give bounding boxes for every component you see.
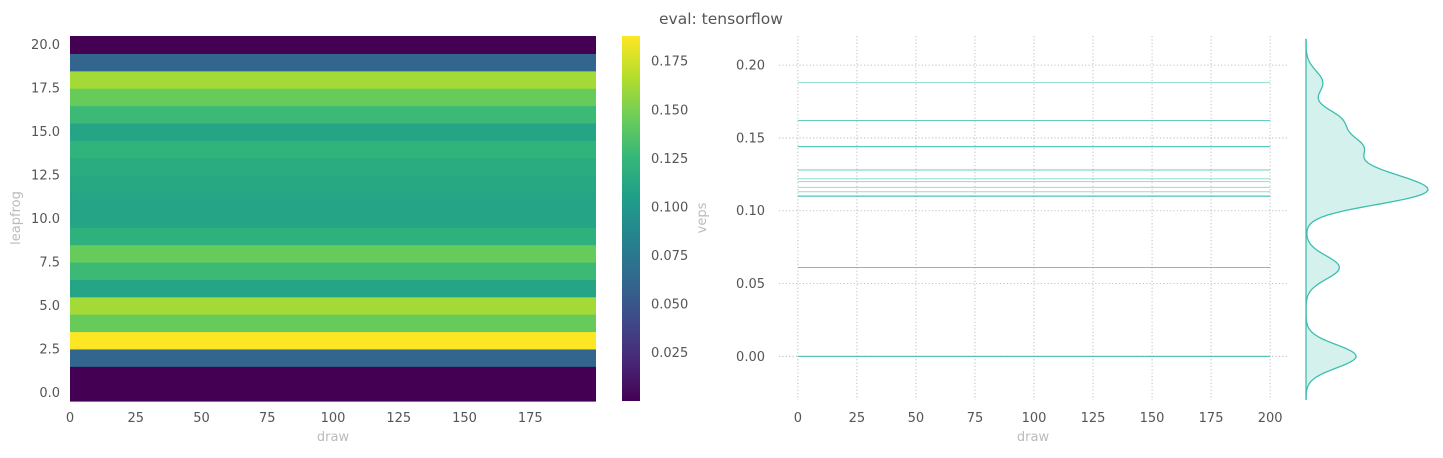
heatmap-x-tick-label: 75 bbox=[259, 411, 276, 426]
heatmap-panel: 0 25 50 75 100 125 150 175 0.0 2.5 5.0 7.5 10.0 12.5… bbox=[9, 36, 596, 445]
heatmap-y-tick-label: 2.5 bbox=[39, 342, 60, 357]
heatmap-row bbox=[70, 227, 596, 246]
colorbar-tick-label: 0.125 bbox=[651, 152, 688, 167]
heatmap-row bbox=[70, 70, 596, 89]
colorbar-tick-label: 0.050 bbox=[651, 297, 688, 312]
trace-x-tick-label: 75 bbox=[967, 411, 984, 426]
heatmap-row bbox=[70, 296, 596, 315]
heatmap-x-tick-label: 25 bbox=[127, 411, 144, 426]
heatmap-x-tick-label: 125 bbox=[386, 411, 411, 426]
trace-y-tick-label: 0.05 bbox=[736, 277, 765, 292]
colorbar: 0.025 0.050 0.075 0.100 0.125 0.150 0.175 veps bbox=[622, 36, 710, 401]
trace-y-tick-label: 0.20 bbox=[736, 59, 765, 74]
colorbar-tick-label: 0.175 bbox=[651, 55, 688, 70]
heatmap-y-tick-label: 5.0 bbox=[39, 299, 60, 314]
kde-curve bbox=[1305, 38, 1429, 401]
heatmap-row bbox=[70, 192, 596, 211]
heatmap-row bbox=[70, 209, 596, 228]
heatmap-row bbox=[70, 175, 596, 194]
trace-x-tick-label: 25 bbox=[849, 411, 866, 426]
heatmap-row bbox=[70, 366, 596, 385]
heatmap-x-tick-label: 50 bbox=[193, 411, 210, 426]
heatmap-y-tick-label: 20.0 bbox=[31, 38, 60, 53]
heatmap-x-tick-label: 0 bbox=[66, 411, 74, 426]
heatmap-row bbox=[70, 140, 596, 159]
trace-y-tick-label: 0.00 bbox=[736, 350, 765, 365]
trace-y-tick-label: 0.15 bbox=[736, 131, 765, 146]
heatmap-y-tick-label: 7.5 bbox=[39, 255, 60, 270]
heatmap-row bbox=[70, 314, 596, 333]
heatmap-row bbox=[70, 261, 596, 280]
heatmap-row bbox=[70, 36, 596, 54]
trace-lines bbox=[797, 82, 1271, 357]
heatmap-y-tick-label: 10.0 bbox=[31, 212, 60, 227]
figure-title: eval: tensorflow bbox=[659, 10, 783, 28]
heatmap-row bbox=[70, 105, 596, 124]
trace-x-ticks: 0 25 50 75 100 125 150 175 200 bbox=[794, 411, 1283, 426]
heatmap-x-axis-label: draw bbox=[317, 430, 350, 445]
kde-marginal bbox=[1305, 38, 1429, 401]
heatmap-row bbox=[70, 279, 596, 298]
colorbar-ticks: 0.025 0.050 0.075 0.100 0.125 0.150 0.175 bbox=[651, 55, 688, 361]
heatmap-y-axis-label: leapfrog bbox=[9, 191, 24, 245]
heatmap-row bbox=[70, 88, 596, 107]
heatmap-x-tick-label: 150 bbox=[452, 411, 477, 426]
heatmap-row bbox=[70, 53, 596, 72]
heatmap-row bbox=[70, 383, 596, 402]
trace-grid bbox=[779, 36, 1289, 400]
colorbar-tick-label: 0.075 bbox=[651, 249, 688, 264]
colorbar-tick-label: 0.150 bbox=[651, 103, 688, 118]
heatmap-y-tick-label: 15.0 bbox=[31, 125, 60, 140]
heatmap-x-ticks: 0 25 50 75 100 125 150 175 bbox=[66, 411, 543, 426]
colorbar-tick-label: 0.100 bbox=[651, 200, 688, 215]
heatmap-y-tick-label: 17.5 bbox=[31, 82, 60, 97]
trace-x-tick-label: 0 bbox=[794, 411, 802, 426]
heatmap-rows bbox=[70, 36, 596, 402]
colorbar-label: veps bbox=[695, 202, 710, 233]
trace-panel: 0 25 50 75 100 125 150 175 200 0.000.050.100.150… bbox=[736, 36, 1289, 445]
trace-x-tick-label: 125 bbox=[1081, 411, 1106, 426]
trace-x-tick-label: 100 bbox=[1022, 411, 1047, 426]
heatmap-row bbox=[70, 122, 596, 141]
trace-x-tick-label: 200 bbox=[1258, 411, 1283, 426]
colorbar-tick-label: 0.025 bbox=[651, 346, 688, 361]
trace-x-tick-label: 150 bbox=[1140, 411, 1165, 426]
heatmap-y-ticks: 0.0 2.5 5.0 7.5 10.0 12.5 15.0 17.5 20.0 bbox=[31, 38, 60, 401]
heatmap-row bbox=[70, 244, 596, 263]
trace-y-ticks: 0.00 0.05 0.10 0.15 0.20 bbox=[736, 59, 765, 365]
heatmap-y-tick-label: 12.5 bbox=[31, 169, 60, 184]
heatmap-x-tick-label: 100 bbox=[321, 411, 346, 426]
trace-x-tick-label: 50 bbox=[908, 411, 925, 426]
heatmap-row bbox=[70, 348, 596, 367]
heatmap-y-tick-label: 0.0 bbox=[39, 386, 60, 401]
trace-y-tick-label: 0.10 bbox=[736, 204, 765, 219]
heatmap-row bbox=[70, 331, 596, 350]
kde-fill bbox=[1306, 38, 1428, 401]
heatmap-x-tick-label: 175 bbox=[518, 411, 543, 426]
trace-x-tick-label: 175 bbox=[1199, 411, 1224, 426]
trace-x-axis-label: draw bbox=[1017, 430, 1050, 445]
heatmap-row bbox=[70, 157, 596, 176]
colorbar-gradient bbox=[622, 36, 640, 401]
